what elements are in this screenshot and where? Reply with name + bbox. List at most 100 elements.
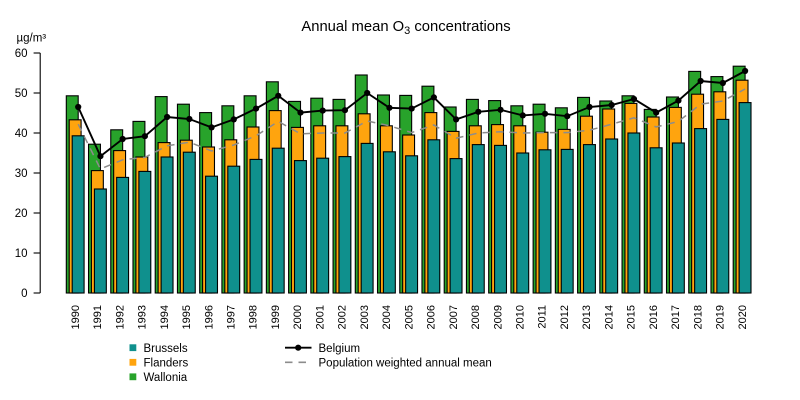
x-axis-year-label-2015: 2015 [626, 305, 638, 329]
legend-label-wallonia: Wallonia [144, 372, 188, 384]
series-point-belgium-1992 [119, 135, 126, 143]
series-point-belgium-2010 [519, 112, 526, 119]
x-axis-year-label-2004: 2004 [381, 305, 393, 329]
bar-brussels-1998 [249, 158, 263, 294]
series-point-belgium-2018 [697, 77, 704, 85]
x-axis-year-label-1996: 1996 [203, 305, 215, 329]
bar-brussels-2007 [449, 158, 463, 294]
series-point-belgium-1999 [275, 92, 282, 99]
series-point-belgium-2008 [475, 108, 482, 115]
bar-group-1990 [65, 95, 85, 294]
bar-brussels-1995 [182, 151, 196, 294]
bar-brussels-2020 [738, 102, 752, 294]
bar-brussels-1991 [93, 188, 107, 294]
legend-label-population-weighted-annual-mean: Population weighted annual mean [319, 358, 492, 370]
bar-group-2012 [554, 107, 574, 294]
series-point-belgium-1995 [186, 115, 193, 123]
y-axis-tick-label: 30 [15, 168, 28, 180]
bar-brussels-2001 [316, 157, 330, 294]
y-axis-tick-label: 40 [15, 128, 28, 140]
bar-brussels-2016 [649, 147, 663, 294]
legend-swatch-wallonia [129, 373, 137, 381]
x-axis-year-label-1990: 1990 [70, 305, 82, 329]
bar-group-1993 [132, 120, 152, 294]
y-axis-tick-label: 0 [21, 288, 27, 300]
bar-brussels-2011 [538, 149, 552, 294]
bar-brussels-2019 [716, 118, 730, 294]
bar-group-2016 [643, 108, 663, 294]
series-point-belgium-1996 [208, 124, 215, 131]
bar-group-2017 [665, 96, 685, 294]
x-axis-year-label-1992: 1992 [114, 305, 126, 329]
bar-brussels-1999 [271, 147, 285, 294]
bar-group-2009 [488, 100, 508, 294]
x-axis-year-label-1998: 1998 [248, 305, 260, 329]
bar-brussels-2004 [382, 151, 396, 294]
x-axis-year-label-1997: 1997 [226, 305, 238, 329]
bar-group-1992 [110, 129, 130, 294]
x-axis-year-label-2003: 2003 [359, 305, 371, 329]
bar-brussels-1990 [71, 135, 85, 294]
x-axis-year-label-2006: 2006 [426, 305, 438, 329]
series-point-belgium-2016 [653, 109, 660, 116]
bar-brussels-1994 [160, 156, 174, 294]
series-point-belgium-2007 [453, 116, 460, 123]
line-series-group [75, 67, 749, 170]
bar-brussels-2008 [471, 144, 485, 294]
x-axis-year-label-2005: 2005 [403, 305, 415, 329]
x-axis-year-label-2020: 2020 [737, 305, 749, 329]
series-point-belgium-2011 [541, 110, 549, 117]
series-point-belgium-2009 [497, 106, 504, 113]
x-axis-year-label-2002: 2002 [337, 305, 349, 329]
bar-brussels-2015 [627, 132, 641, 294]
series-point-belgium-1993 [141, 133, 148, 140]
x-axis-year-label-2009: 2009 [492, 305, 504, 329]
bar-group-2002 [332, 98, 352, 294]
y-axis-tick-label: 10 [15, 248, 28, 260]
legend-point-marker [295, 344, 302, 351]
y-axis-tick-label: 60 [15, 48, 28, 60]
bar-brussels-2000 [293, 160, 307, 294]
bar-group-1999 [265, 81, 285, 294]
bar-group-2008 [465, 98, 485, 294]
bar-group-2010 [510, 105, 530, 294]
x-axis-year-label-2013: 2013 [581, 305, 593, 329]
bar-group-1996 [199, 112, 219, 294]
y-axis-unit-label: µg/m³ [17, 33, 47, 45]
series-point-belgium-1991 [97, 153, 104, 160]
series-point-belgium-1990 [75, 103, 82, 111]
x-axis-year-label-2000: 2000 [292, 305, 304, 329]
bar-brussels-2013 [582, 144, 596, 294]
y-axis-tick-label: 20 [15, 208, 28, 220]
series-point-belgium-1997 [230, 116, 237, 123]
bar-group-2001 [310, 97, 330, 294]
bar-brussels-2010 [516, 152, 530, 294]
x-axis-year-label-2008: 2008 [470, 305, 482, 329]
bar-group-2003 [354, 74, 374, 294]
bar-brussels-2017 [671, 142, 685, 294]
bar-brussels-1993 [138, 170, 152, 294]
series-point-belgium-1994 [164, 113, 171, 121]
bar-brussels-2012 [560, 148, 574, 294]
series-point-belgium-2020 [742, 67, 749, 75]
x-axis-year-labels: 1990 1991 1992 1993 1994 1995 1996 1997 1998 1999… [70, 305, 749, 329]
bar-brussels-2005 [405, 155, 419, 294]
bar-group-1994 [154, 96, 174, 294]
series-point-belgium-2000 [297, 109, 304, 116]
series-point-belgium-1998 [252, 105, 260, 112]
series-point-belgium-2014 [608, 101, 615, 109]
x-axis-year-label-2014: 2014 [603, 305, 615, 329]
bar-group-2004 [376, 94, 396, 294]
x-axis-year-label-1993: 1993 [137, 305, 149, 329]
bar-brussels-1996 [205, 175, 219, 294]
series-point-belgium-2015 [630, 95, 638, 103]
series-point-belgium-2004 [386, 104, 393, 111]
legend-swatch-brussels [129, 344, 137, 352]
x-axis-year-label-1995: 1995 [181, 305, 193, 329]
bar-brussels-1997 [227, 165, 241, 294]
x-axis-year-label-2011: 2011 [537, 305, 549, 329]
bar-group-2000 [288, 100, 307, 294]
x-axis-year-label-2018: 2018 [692, 305, 704, 329]
